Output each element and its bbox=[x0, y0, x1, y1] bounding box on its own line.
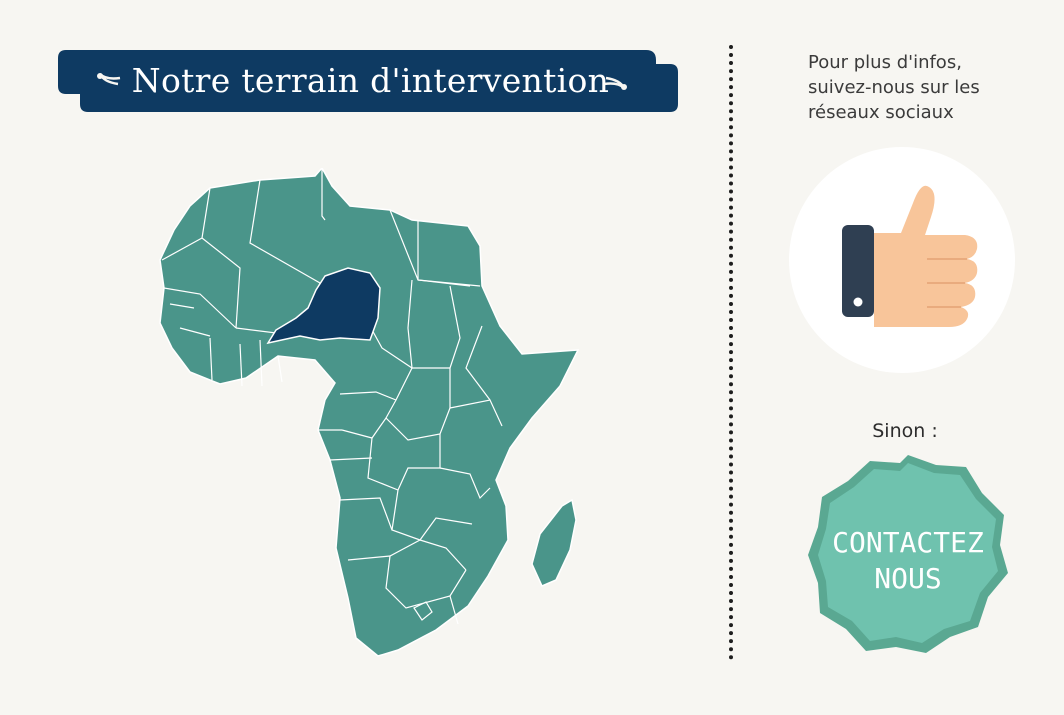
info-line-3: réseaux sociaux bbox=[808, 102, 954, 123]
niger-highlight bbox=[266, 267, 381, 345]
africa-mainland bbox=[159, 166, 580, 657]
page-title: Notre terrain d'intervention bbox=[131, 61, 610, 100]
sinon-label: Sinon : bbox=[872, 420, 938, 442]
country-borders bbox=[161, 168, 503, 625]
thumbs-up-icon bbox=[842, 185, 978, 327]
info-line-1: Pour plus d'infos, bbox=[808, 52, 962, 73]
contact-button[interactable]: CONTACTEZ NOUS bbox=[808, 455, 1008, 655]
contact-label-line-2: NOUS bbox=[874, 562, 942, 595]
social-thumbs-up-button[interactable] bbox=[789, 147, 1015, 373]
dotted-divider bbox=[729, 45, 733, 660]
africa-map bbox=[150, 166, 590, 663]
contact-badge-shape bbox=[808, 455, 1008, 653]
title-banner: Notre terrain d'intervention bbox=[58, 50, 678, 112]
banner-ribbon-shape bbox=[58, 50, 678, 112]
info-line-2: suivez-nous sur les bbox=[808, 77, 980, 98]
contact-label-line-1: CONTACTEZ bbox=[832, 526, 984, 559]
madagascar bbox=[531, 498, 577, 587]
social-info-text: Pour plus d'infos, suivez-nous sur les r… bbox=[808, 50, 1048, 125]
